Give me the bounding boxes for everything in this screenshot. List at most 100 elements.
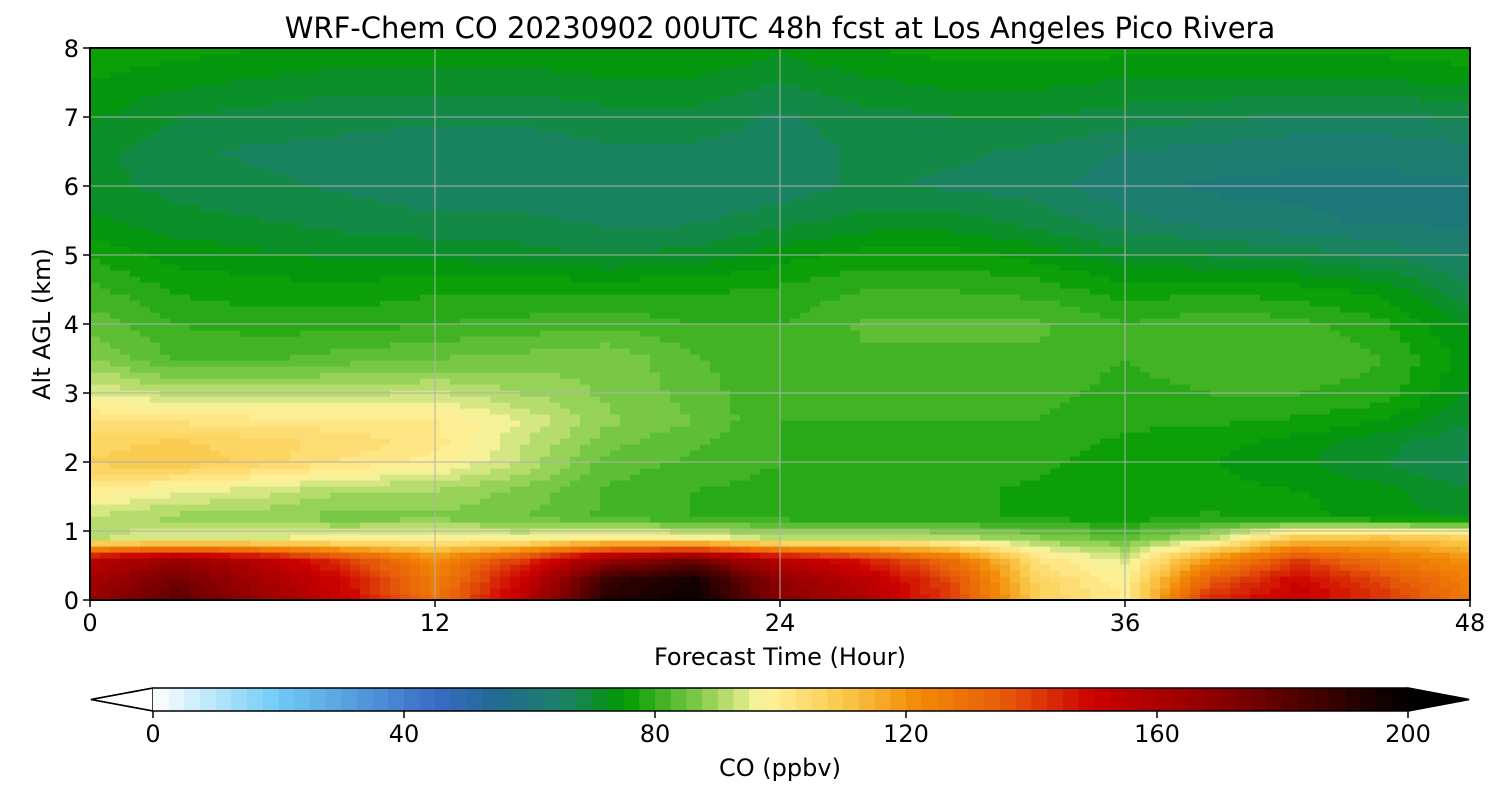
contour-cell (810, 510, 821, 517)
contour-cell (1260, 564, 1271, 571)
contour-cell (630, 588, 641, 595)
contour-cell (650, 594, 661, 601)
contour-cell (270, 402, 281, 409)
contour-cell (140, 558, 151, 565)
contour-cell (870, 564, 881, 571)
contour-cell (270, 498, 281, 505)
contour-cell (970, 402, 981, 409)
contour-cell (410, 564, 421, 571)
contour-cell (990, 588, 1001, 595)
contour-cell (450, 594, 461, 601)
contour-cell (1170, 486, 1181, 493)
contour-cell (1220, 588, 1231, 595)
contour-cell (600, 546, 611, 553)
contour-cell (910, 516, 921, 523)
contour-cell (890, 456, 901, 463)
contour-cell (1190, 588, 1201, 595)
contour-cell (320, 462, 331, 469)
contour-cell (1130, 516, 1141, 523)
contour-cell (1330, 438, 1341, 445)
contour-cell (400, 576, 411, 583)
contour-cell (1350, 420, 1361, 427)
contour-cell (670, 558, 681, 565)
contour-cell (630, 582, 641, 589)
contour-cell (830, 414, 841, 421)
contour-cell (150, 534, 161, 541)
contour-cell (950, 384, 961, 391)
contour-cell (1410, 420, 1421, 427)
contour-cell (1400, 534, 1411, 541)
contour-cell (1400, 486, 1411, 493)
contour-cell (1390, 546, 1401, 553)
contour-cell (1010, 594, 1021, 601)
contour-cell (480, 522, 491, 529)
contour-cell (1090, 420, 1101, 427)
contour-cell (400, 558, 411, 565)
contour-cell (1170, 492, 1181, 499)
contour-cell (720, 384, 731, 391)
contour-cell (330, 552, 341, 559)
contour-cell (540, 558, 551, 565)
contour-cell (450, 396, 461, 403)
contour-cell (400, 438, 411, 445)
contour-cell (940, 486, 951, 493)
contour-cell (190, 504, 201, 511)
contour-cell (870, 384, 881, 391)
contour-cell (90, 540, 101, 547)
contour-cell (1300, 534, 1311, 541)
contour-cell (1200, 438, 1211, 445)
contour-cell (790, 468, 801, 475)
contour-cell (1140, 462, 1151, 469)
contour-cell (1410, 414, 1421, 421)
contour-cell (1380, 420, 1391, 427)
contour-cell (1040, 480, 1051, 487)
contour-cell (610, 444, 621, 451)
contour-cell (720, 540, 731, 547)
contour-cell (1310, 462, 1321, 469)
contour-cell (520, 444, 531, 451)
contour-cell (1340, 534, 1351, 541)
contour-cell (1220, 480, 1231, 487)
contour-cell (1440, 438, 1451, 445)
contour-cell (650, 414, 661, 421)
contour-cell (920, 492, 931, 499)
contour-cell (940, 456, 951, 463)
contour-cell (1410, 564, 1421, 571)
contour-cell (1100, 594, 1111, 601)
contour-cell (550, 492, 561, 499)
contour-cell (690, 558, 701, 565)
contour-cell (860, 582, 871, 589)
contour-cell (820, 516, 831, 523)
contour-cell (1010, 540, 1021, 547)
contour-cell (1020, 456, 1031, 463)
contour-cell (830, 570, 841, 577)
contour-cell (1160, 396, 1171, 403)
contour-cell (570, 582, 581, 589)
contour-cell (770, 438, 781, 445)
contour-cell (490, 516, 501, 523)
contour-cell (290, 516, 301, 523)
contour-cell (1420, 414, 1431, 421)
contour-cell (570, 468, 581, 475)
contour-cell (380, 546, 391, 553)
contour-cell (1200, 498, 1211, 505)
contour-cell (230, 504, 241, 511)
contour-cell (850, 522, 861, 529)
contour-cell (1000, 396, 1011, 403)
contour-cell (420, 534, 431, 541)
contour-cell (110, 546, 121, 553)
contour-cell (1310, 498, 1321, 505)
contour-cell (90, 456, 101, 463)
contour-cell (530, 564, 541, 571)
contour-cell (1040, 402, 1051, 409)
contour-cell (1130, 552, 1141, 559)
contour-cell (170, 570, 181, 577)
contour-cell (410, 576, 421, 583)
contour-cell (940, 534, 951, 541)
contour-cell (370, 564, 381, 571)
contour-cell (670, 456, 681, 463)
contour-cell (660, 444, 671, 451)
contour-cell (120, 540, 131, 547)
contour-cell (630, 444, 641, 451)
contour-cell (870, 444, 881, 451)
